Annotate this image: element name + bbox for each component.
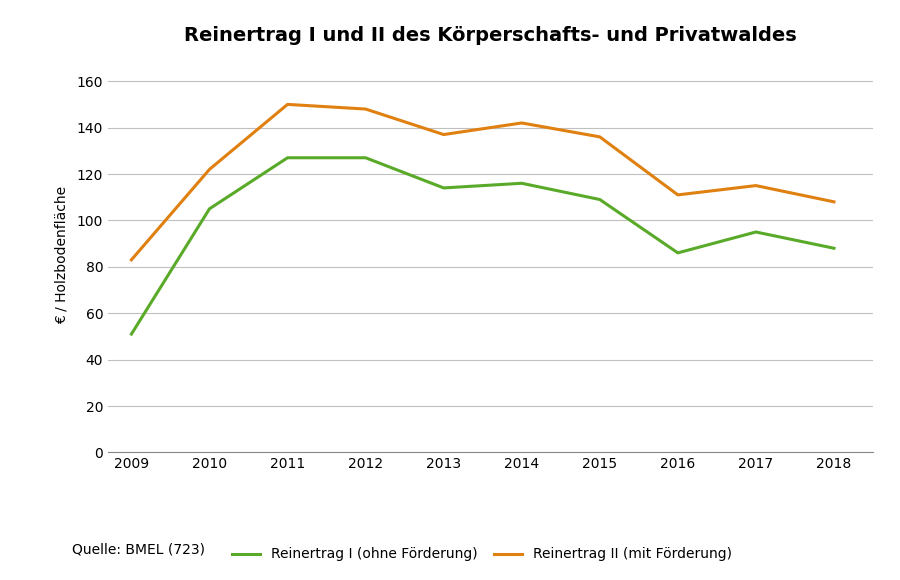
Reinertrag I (ohne Förderung) xyxy=(517,180,527,187)
Reinertrag I (ohne Förderung) xyxy=(282,154,292,161)
Reinertrag II (mit Förderung) xyxy=(282,101,292,108)
Reinertrag II (mit Förderung) xyxy=(672,191,683,198)
Reinertrag II (mit Förderung) xyxy=(829,198,840,205)
Title: Reinertrag I und II des Körperschafts- und Privatwaldes: Reinertrag I und II des Körperschafts- u… xyxy=(184,26,796,45)
Reinertrag II (mit Förderung) xyxy=(204,166,215,173)
Reinertrag I (ohne Förderung) xyxy=(594,196,605,203)
Reinertrag I (ohne Förderung) xyxy=(204,205,215,212)
Reinertrag II (mit Förderung) xyxy=(126,256,137,263)
Line: Reinertrag II (mit Förderung): Reinertrag II (mit Förderung) xyxy=(131,104,834,260)
Reinertrag II (mit Förderung) xyxy=(438,131,449,138)
Reinertrag I (ohne Förderung) xyxy=(672,249,683,256)
Reinertrag I (ohne Förderung) xyxy=(751,229,761,235)
Line: Reinertrag I (ohne Förderung): Reinertrag I (ohne Förderung) xyxy=(131,158,834,334)
Reinertrag II (mit Förderung) xyxy=(517,119,527,126)
Legend: Reinertrag I (ohne Förderung), Reinertrag II (mit Förderung): Reinertrag I (ohne Förderung), Reinertra… xyxy=(232,548,732,561)
Text: Quelle: BMEL (723): Quelle: BMEL (723) xyxy=(72,543,205,557)
Reinertrag I (ohne Förderung) xyxy=(829,245,840,252)
Y-axis label: € / Holzbodenfläche: € / Holzbodenfläche xyxy=(54,186,68,324)
Reinertrag II (mit Förderung) xyxy=(751,182,761,189)
Reinertrag II (mit Förderung) xyxy=(360,106,371,113)
Reinertrag II (mit Förderung) xyxy=(594,133,605,140)
Reinertrag I (ohne Förderung) xyxy=(438,184,449,191)
Reinertrag I (ohne Förderung) xyxy=(126,331,137,338)
Reinertrag I (ohne Förderung) xyxy=(360,154,371,161)
